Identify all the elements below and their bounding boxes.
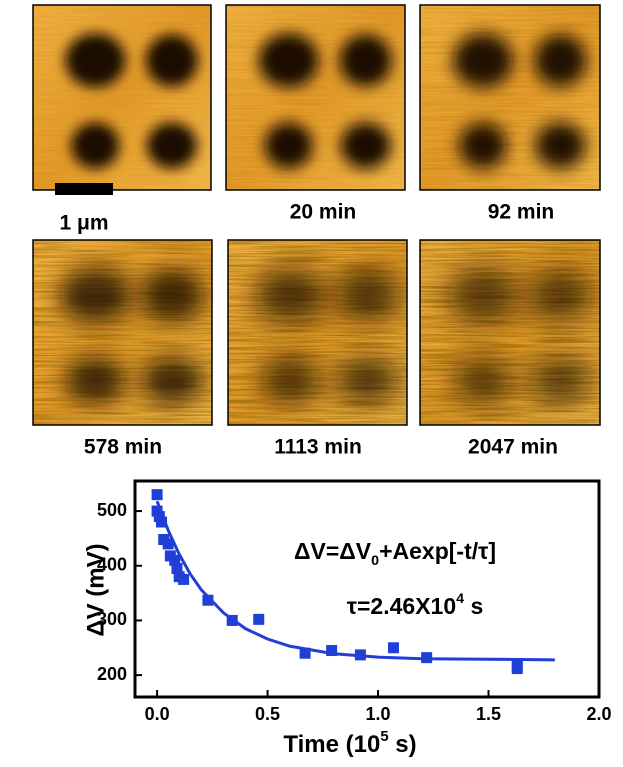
data-point <box>511 659 523 671</box>
text-part: +Aexp[-t/τ] <box>379 538 496 564</box>
image-panel <box>33 240 212 425</box>
chart: 0.0 0.5 1.0 1.5 2.0 200 300 400 500 ΔV=ΔV0+Aexp[-… <box>82 479 612 758</box>
text-part: 0 <box>371 553 379 569</box>
panel-label: 1113 min <box>274 436 362 459</box>
image-panel <box>226 5 405 190</box>
text-part: ΔV=ΔV <box>294 538 372 564</box>
y-tick-label: 200 <box>97 664 127 684</box>
data-point <box>299 647 311 659</box>
text-part: τ=2.46X10 <box>347 593 456 619</box>
data-point <box>162 538 174 550</box>
y-tick-label: 500 <box>97 500 127 520</box>
data-point <box>253 613 265 625</box>
dot <box>71 122 120 169</box>
dot <box>140 269 205 322</box>
dot <box>65 357 126 404</box>
x-tick-label: 2.0 <box>586 704 611 724</box>
data-point <box>178 573 190 585</box>
x-tick-label: 1.5 <box>476 704 501 724</box>
panel-label: 578 min <box>84 436 162 459</box>
x-tick-label: 0.5 <box>255 704 280 724</box>
annotation: Time (105 s) <box>283 729 416 758</box>
text-part: Time (10 <box>283 731 380 758</box>
image-panel <box>228 240 407 425</box>
annotation: ΔV=ΔV0+Aexp[-t/τ] <box>294 538 496 569</box>
panel-border <box>227 239 408 426</box>
y-axis-label: ΔV (mV) <box>82 543 109 636</box>
data-point <box>388 642 400 654</box>
panel-label: 20 min <box>290 201 357 224</box>
text-part: s <box>464 593 483 619</box>
annotation: τ=2.46X104 s <box>347 591 484 619</box>
plot-frame <box>133 479 601 699</box>
dot <box>146 122 197 169</box>
x-tick-label: 1.0 <box>366 704 391 724</box>
panel-border <box>32 4 212 191</box>
dot <box>258 33 319 88</box>
dot <box>59 268 132 323</box>
dot <box>336 357 399 404</box>
dot <box>453 357 513 404</box>
x-tick-label: 0.0 <box>145 704 170 724</box>
dot <box>447 268 519 323</box>
dot <box>264 122 313 169</box>
text-part: 4 <box>456 591 464 607</box>
panel-border <box>32 239 213 426</box>
dot <box>141 357 204 404</box>
dot <box>459 122 507 169</box>
panel-label: 92 min <box>488 201 555 224</box>
dot <box>534 34 587 87</box>
data-point <box>151 489 163 501</box>
dot <box>145 34 198 87</box>
fit-line <box>155 500 555 662</box>
image-panel <box>420 240 600 425</box>
panel-border <box>225 4 406 191</box>
dot <box>260 357 321 404</box>
dot <box>528 269 593 322</box>
y-tick-label: 300 <box>97 609 127 629</box>
y-tick-label: 400 <box>97 555 127 575</box>
image-panel <box>33 5 211 190</box>
panel-border <box>419 4 601 191</box>
data-point <box>326 645 338 657</box>
panel-border <box>419 239 601 426</box>
dot <box>335 269 400 322</box>
panel-label: 2047 min <box>468 436 558 459</box>
image-panel <box>420 5 600 190</box>
text-part: 5 <box>380 729 388 745</box>
dot <box>535 122 586 169</box>
dot <box>339 34 392 87</box>
dot <box>529 357 592 404</box>
image-panels <box>32 4 601 426</box>
data-point <box>171 562 183 574</box>
scale-bar-label: 1 μm <box>59 212 108 235</box>
data-point <box>169 554 181 566</box>
data-point <box>156 516 168 528</box>
data-point <box>202 594 214 606</box>
scale-bar <box>55 183 113 195</box>
dot <box>340 122 391 169</box>
dot <box>254 268 327 323</box>
dot <box>453 33 513 88</box>
dot <box>65 33 126 88</box>
text-part: s) <box>389 731 417 758</box>
